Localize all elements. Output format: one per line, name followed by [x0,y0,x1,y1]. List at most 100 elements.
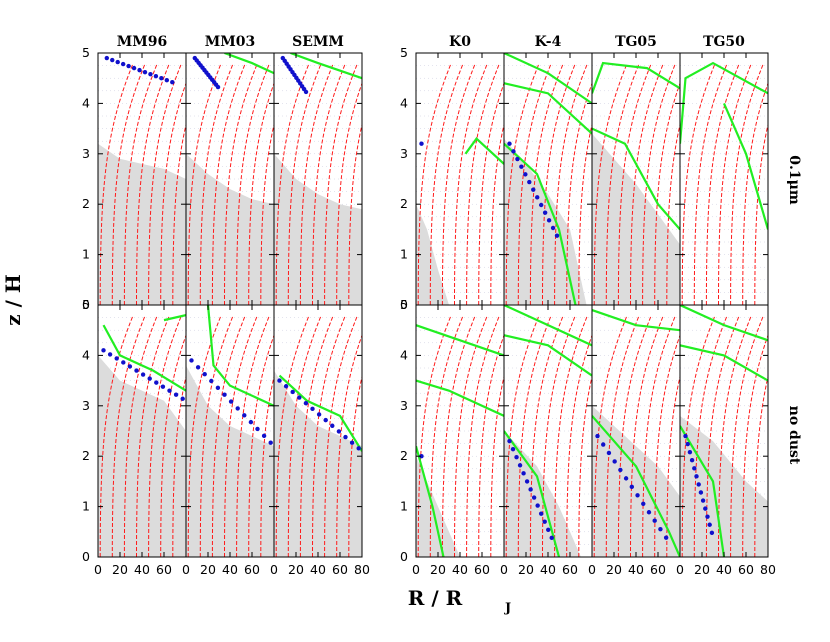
green-contour [680,344,768,382]
red-contour [287,62,322,305]
green-contour [464,137,504,165]
x-tick-label: 60 [474,562,490,577]
x-tick-label: 60 [738,562,754,577]
red-contour [542,62,576,305]
green-contour [102,324,186,392]
blue-marker [261,433,267,439]
blue-marker [612,459,617,464]
x-tick-label: 0 [412,562,420,577]
blue-marker [134,368,139,373]
blue-marker [336,429,342,434]
blue-marker [601,442,606,447]
blue-marker [658,526,663,532]
red-contour [554,314,589,557]
gray-region [274,370,362,557]
green-contour [592,61,680,94]
x-tick-label: 20 [694,562,710,577]
blue-marker [546,527,551,532]
panel-tg50-dust [679,52,769,306]
red-contour [654,334,680,557]
red-contour [578,122,592,305]
blue-marker [303,89,309,95]
y-tick-label: 5 [82,45,90,60]
x-tick-label: 20 [200,562,216,577]
red-contour [248,82,274,305]
y-tick-label: 5 [400,45,408,60]
x-tick-label: 0 [676,562,684,577]
panel-titles: MM96 MM03 SEMM K0 K-4 TG05 TG50 [117,34,745,50]
blue-marker [523,172,528,177]
blue-marker [535,503,540,508]
x-tick-label: 40 [716,562,732,577]
blue-marker [521,471,526,476]
red-contour [654,82,680,305]
red-contour [187,314,222,557]
red-contour [111,62,146,305]
blue-marker [180,396,185,401]
red-contour [617,314,652,557]
x-tick-label: 80 [760,562,776,577]
green-contour [504,142,577,305]
red-contour [199,314,234,557]
blue-marker [528,487,533,492]
green-contour [416,379,504,417]
blue-marker [115,59,120,65]
red-contour [148,62,183,305]
blue-marker [170,80,175,85]
red-contour [642,62,677,305]
x-tick-label: 40 [134,562,150,577]
blue-marker [694,474,699,479]
red-contour [666,122,680,305]
red-contour [605,62,640,305]
red-contour [454,62,488,305]
red-contour [490,122,504,305]
blue-marker [531,495,537,500]
red-contour [287,314,322,557]
red-contour [199,62,234,305]
row-label-bottom: no dust [786,406,802,465]
y-tick-label: 1 [82,247,90,262]
blue-marker [173,392,179,397]
blue-marker [538,511,544,516]
red-contour [441,62,476,305]
red-contour [593,314,628,557]
x-tick-label: 0 [94,562,102,577]
green-contour [680,61,768,144]
red-contour [642,314,677,557]
blue-marker [310,406,315,412]
blue-marker [524,479,530,484]
blue-marker [343,434,348,440]
red-contour [754,122,768,305]
blue-marker [104,55,110,61]
blue-marker [142,69,148,75]
blue-marker [635,493,640,498]
red-contour [211,314,246,557]
blue-marker [303,400,309,406]
blue-marker [641,501,646,506]
red-contour [730,62,765,305]
red-contour [593,62,628,305]
red-contour [324,314,359,557]
blue-marker [283,384,289,389]
blue-marker [110,57,115,63]
x-axis-label: R / R [408,586,463,610]
blue-marker [215,385,221,391]
red-contour [336,82,362,305]
red-contour [348,122,362,305]
red-contour [260,374,274,557]
green-contour [592,415,680,557]
green-contour [504,334,592,377]
red-contour [630,314,664,557]
blue-marker [606,450,612,456]
red-contour [417,62,452,305]
blue-marker [538,202,544,208]
red-contour [99,62,134,305]
x-tick-label: 60 [650,562,666,577]
y-tick-label: 4 [400,95,408,110]
red-contour [224,62,258,305]
red-contour [490,374,504,557]
blue-marker [202,371,207,377]
blue-marker [646,510,652,515]
red-contour [136,314,170,557]
